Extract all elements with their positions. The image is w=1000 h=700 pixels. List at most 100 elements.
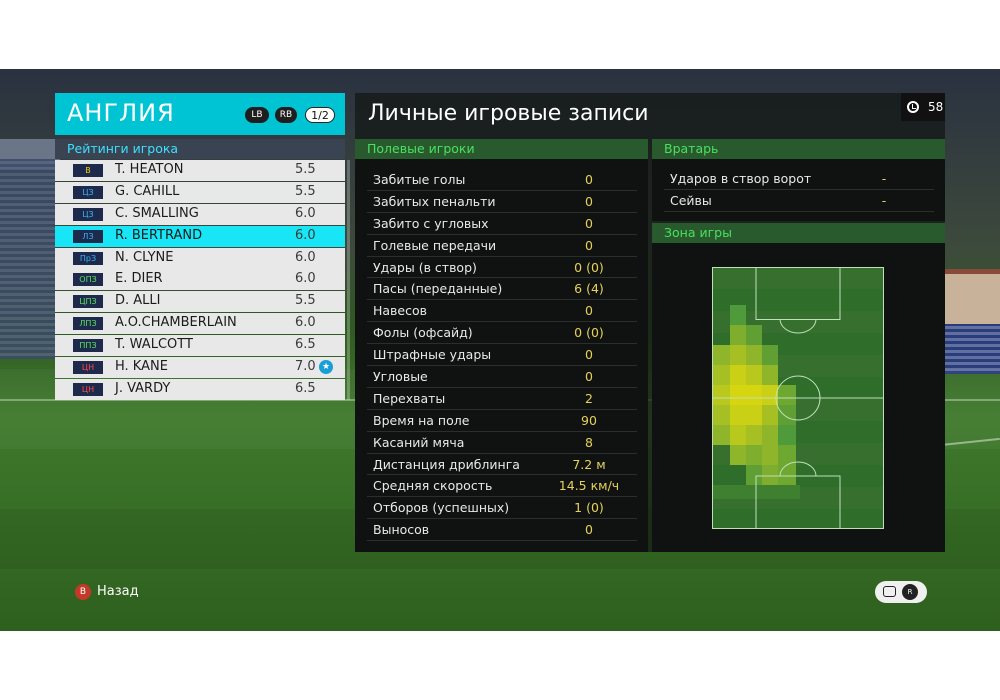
heat-cell xyxy=(762,345,778,365)
stat-label: Выносов xyxy=(373,522,430,538)
heat-cell xyxy=(746,445,762,465)
position-badge: ЦЗ xyxy=(73,185,103,199)
stat-label: Касаний мяча xyxy=(373,434,465,450)
stat-row: Угловые 0 xyxy=(367,366,637,388)
stat-label: Отборов (успешных) xyxy=(373,500,510,516)
player-rating: 5.5 xyxy=(295,162,316,177)
stat-label: Голевые передачи xyxy=(373,237,497,253)
page-indicator: 1/2 xyxy=(305,107,335,123)
stat-row: Касаний мяча 8 xyxy=(367,432,637,454)
heat-cell xyxy=(712,345,730,365)
page-title: Личные игровые записи xyxy=(368,101,649,126)
stat-label: Пасы (переданные) xyxy=(373,281,503,297)
heat-cell xyxy=(746,425,762,445)
center-circle xyxy=(775,375,821,421)
building-right xyxy=(945,274,1000,329)
stat-row: Навесов 0 xyxy=(367,300,637,323)
stat-row: Отборов (успешных) 1 (0) xyxy=(367,497,637,520)
scrollbar[interactable] xyxy=(347,160,350,400)
position-badge: ЛЗ xyxy=(73,229,103,243)
player-name: C. SMALLING xyxy=(115,205,199,221)
position-badge: ЦЗ xyxy=(73,207,103,221)
heat-cell xyxy=(730,425,746,445)
stat-label: Забитые голы xyxy=(373,172,466,187)
heat-cell xyxy=(712,385,730,405)
player-rating: 6.5 xyxy=(295,337,316,353)
team-name: АНГЛИЯ xyxy=(67,99,175,127)
stat-row: Фолы (офсайд) 0 (0) xyxy=(367,322,637,345)
play-zone-panel: Зона игры xyxy=(652,223,945,552)
heat-cell xyxy=(762,365,778,385)
field-stats-list: Забитые голы 0 Забитых пенальти 0 Забито с у… xyxy=(367,169,637,542)
player-row[interactable]: ЦЗ G. CAHILL 5.5 xyxy=(55,181,345,203)
heat-cell xyxy=(762,385,778,405)
player-rating: 6.5 xyxy=(295,380,316,396)
player-rating: 6.0 xyxy=(295,271,316,287)
heat-cell xyxy=(712,405,730,425)
heat-cell xyxy=(762,425,778,445)
player-row[interactable]: ОПЗ E. DIER 6.0 xyxy=(55,269,345,291)
heat-cell xyxy=(712,365,730,385)
stat-row: Пасы (переданные) 6 (4) xyxy=(367,278,637,301)
goalkeeper-panel: Вратарь Ударов в створ ворот - Сейвы - xyxy=(652,139,945,221)
player-name: D. ALLI xyxy=(115,293,161,309)
match-timer: 58 xyxy=(901,93,945,121)
heat-cell xyxy=(712,425,730,445)
player-row[interactable]: ЦЗ C. SMALLING 6.0 xyxy=(55,203,345,225)
player-rating: 6.0 xyxy=(295,315,316,331)
rb-button-icon[interactable]: RB xyxy=(275,107,297,123)
player-row[interactable]: ЦН H. KANE 7.0 ★ xyxy=(55,357,345,379)
player-row[interactable]: ПрЗ N. CLYNE 6.0 xyxy=(55,247,345,269)
player-rating: 5.5 xyxy=(295,183,316,199)
penalty-box-bottom xyxy=(755,475,841,529)
heat-cell xyxy=(730,445,746,465)
stat-value: - xyxy=(881,171,887,186)
position-badge: ПрЗ xyxy=(73,251,103,265)
stat-value: 0 xyxy=(585,215,593,231)
heat-cell xyxy=(730,345,746,365)
stat-label: Навесов xyxy=(373,303,428,319)
stadium-stand-right xyxy=(945,324,1000,374)
player-row[interactable]: ППЗ T. WALCOTT 6.5 xyxy=(55,335,345,357)
stat-row: Забитых пенальти 0 xyxy=(367,191,637,213)
stadium-stand-left xyxy=(0,159,55,359)
heat-cell xyxy=(778,465,796,485)
stat-row: Ударов в створ ворот - xyxy=(664,168,934,190)
stat-label: Дистанция дриблинга xyxy=(373,456,520,472)
stat-label: Забитых пенальти xyxy=(373,193,496,209)
stat-value: 0 xyxy=(585,369,593,385)
stat-label: Сейвы xyxy=(670,192,712,208)
lb-button-icon[interactable]: LB xyxy=(245,107,269,123)
heat-cell xyxy=(746,465,762,485)
stat-row: Забитые голы 0 xyxy=(367,169,637,191)
player-row[interactable]: ЛПЗ A.O.CHAMBERLAIN 6.0 xyxy=(55,313,345,335)
chat-hint[interactable]: R xyxy=(875,581,927,603)
heat-cell xyxy=(778,405,796,425)
player-name: E. DIER xyxy=(115,271,163,287)
stat-value: 0 xyxy=(585,522,593,538)
penalty-arc-top xyxy=(779,318,817,334)
stat-value: - xyxy=(881,192,887,208)
stat-label: Перехваты xyxy=(373,390,446,406)
heat-cell xyxy=(730,305,746,325)
player-name: G. CAHILL xyxy=(115,183,180,199)
player-rating: 6.0 xyxy=(295,205,316,221)
stat-label: Средняя скорость xyxy=(373,478,493,494)
player-name: T. WALCOTT xyxy=(115,337,193,353)
stat-row: Голевые передачи 0 xyxy=(367,235,637,257)
player-rating: 6.0 xyxy=(295,227,316,243)
field-players-panel: Полевые игроки Забитые голы 0 Забитых пена… xyxy=(355,139,648,552)
player-row[interactable]: ЛЗ R. BERTRAND 6.0 xyxy=(55,225,345,247)
player-name: A.O.CHAMBERLAIN xyxy=(115,315,237,331)
goalkeeper-title: Вратарь xyxy=(652,139,945,159)
player-row[interactable]: ЦН J. VARDY 6.5 xyxy=(55,378,345,400)
stat-row: Удары (в створ) 0 (0) xyxy=(367,257,637,279)
player-row[interactable]: ЦПЗ D. ALLI 5.5 xyxy=(55,291,345,313)
stat-value: 0 xyxy=(585,347,593,363)
chat-icon xyxy=(883,586,896,597)
player-name: H. KANE xyxy=(115,359,168,375)
player-row[interactable]: В T. HEATON 5.5 xyxy=(55,160,345,181)
stat-row: Дистанция дриблинга 7.2 м xyxy=(367,454,637,476)
stat-value: 0 xyxy=(585,303,593,319)
position-badge: ППЗ xyxy=(73,339,103,353)
